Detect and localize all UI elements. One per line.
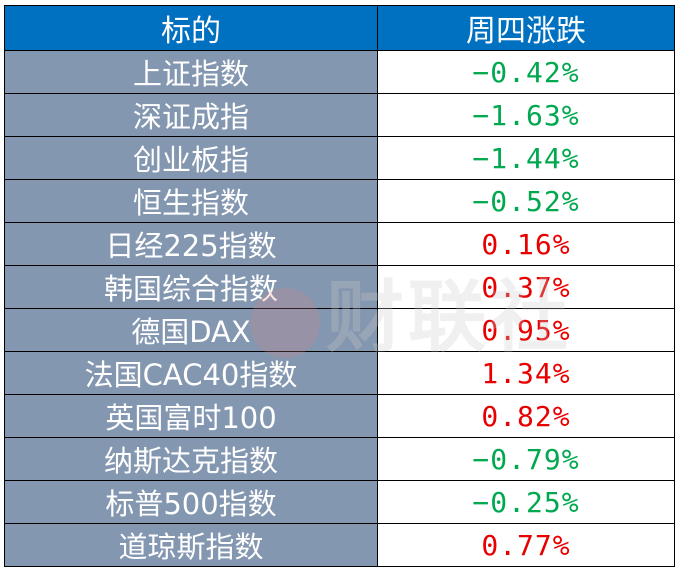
change-value: 0.95% [377,308,675,352]
table-row: 英国富时100 0.82% [4,394,675,438]
change-value: 0.37% [377,265,675,309]
change-value: −0.52% [377,179,675,223]
change-value: −0.25% [377,480,675,524]
table-row: 道琼斯指数 0.77% [4,523,675,567]
change-value: 1.34% [377,351,675,395]
instrument-name: 恒生指数 [4,179,378,223]
table-row: 日经225指数 0.16% [4,222,675,266]
change-value: 0.82% [377,394,675,438]
table-row: 上证指数 −0.42% [4,50,675,94]
table-row: 纳斯达克指数 −0.79% [4,437,675,481]
change-value: 0.77% [377,523,675,567]
instrument-name: 创业板指 [4,136,378,180]
table-row: 标普500指数 −0.25% [4,480,675,524]
market-table: 标的 周四涨跌 上证指数 −0.42% 深证成指 −1.63% 创业板指 −1.44% 恒生… [4,5,675,567]
table-row: 法国CAC40指数 1.34% [4,351,675,395]
instrument-name: 道琼斯指数 [4,523,378,567]
instrument-name: 英国富时100 [4,394,378,438]
instrument-name: 纳斯达克指数 [4,437,378,481]
change-value: −0.42% [377,50,675,94]
change-value: 0.16% [377,222,675,266]
change-value: −0.79% [377,437,675,481]
change-value: −1.44% [377,136,675,180]
instrument-name: 法国CAC40指数 [4,351,378,395]
instrument-name: 上证指数 [4,50,378,94]
instrument-name: 德国DAX [4,308,378,352]
table-row: 深证成指 −1.63% [4,93,675,137]
table-row: 创业板指 −1.44% [4,136,675,180]
header-instrument: 标的 [4,5,378,51]
instrument-name: 日经225指数 [4,222,378,266]
change-value: −1.63% [377,93,675,137]
header-thursday-change: 周四涨跌 [377,5,675,51]
table-body: 上证指数 −0.42% 深证成指 −1.63% 创业板指 −1.44% 恒生指数 −0.52%… [4,50,675,567]
instrument-name: 标普500指数 [4,480,378,524]
table-row: 恒生指数 −0.52% [4,179,675,223]
instrument-name: 深证成指 [4,93,378,137]
table-header-row: 标的 周四涨跌 [4,5,675,51]
table-row: 韩国综合指数 0.37% [4,265,675,309]
table-row: 德国DAX 0.95% [4,308,675,352]
instrument-name: 韩国综合指数 [4,265,378,309]
